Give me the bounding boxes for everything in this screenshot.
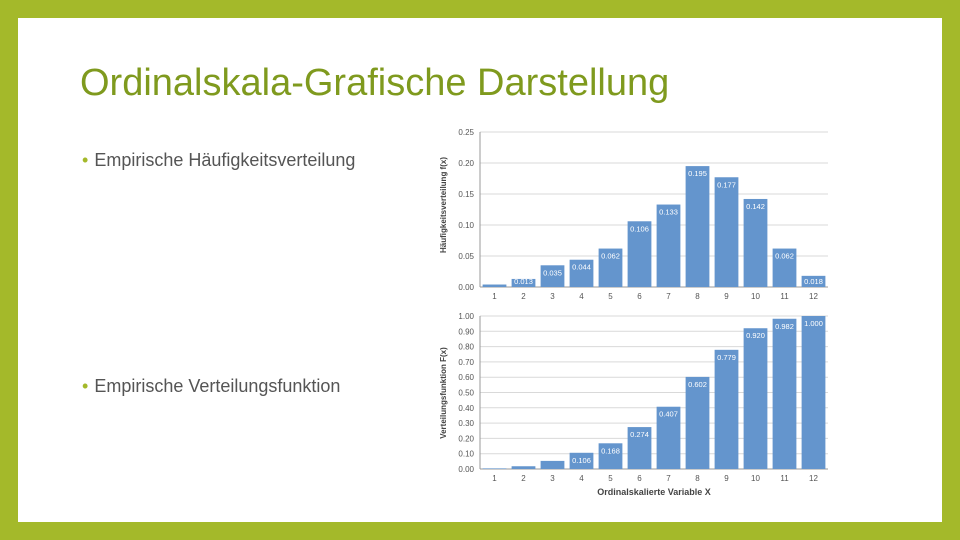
x-tick-label: 5 bbox=[608, 474, 613, 483]
bar bbox=[772, 248, 797, 287]
bar bbox=[685, 166, 710, 287]
bar bbox=[598, 443, 623, 469]
x-tick-label: 10 bbox=[751, 292, 760, 301]
data-label: 0.018 bbox=[804, 277, 823, 286]
data-label: 0.982 bbox=[775, 322, 794, 331]
bar bbox=[482, 468, 507, 469]
x-tick-label: 6 bbox=[637, 474, 642, 483]
data-label: 0.044 bbox=[572, 263, 591, 272]
x-tick-label: 3 bbox=[550, 474, 555, 483]
x-tick-label: 12 bbox=[809, 292, 818, 301]
bar bbox=[714, 177, 739, 287]
bar bbox=[540, 265, 565, 287]
bar bbox=[569, 259, 594, 287]
x-tick-label: 8 bbox=[695, 474, 700, 483]
bar bbox=[656, 204, 681, 287]
bullet-distribution-text: Empirische Verteilungsfunktion bbox=[94, 376, 341, 396]
slide-title: Ordinalskala-Grafische Darstellung bbox=[80, 62, 670, 104]
y-tick-label: 0.30 bbox=[458, 419, 474, 428]
x-tick-label: 6 bbox=[637, 292, 642, 301]
x-tick-label: 1 bbox=[492, 474, 497, 483]
x-tick-label: 2 bbox=[521, 292, 526, 301]
bar bbox=[801, 275, 826, 287]
y-tick-label: 0.20 bbox=[458, 159, 474, 168]
bar bbox=[627, 427, 652, 469]
data-label: 0.195 bbox=[688, 169, 707, 178]
bar bbox=[569, 452, 594, 469]
data-label: 0.062 bbox=[601, 252, 620, 261]
x-tick-label: 4 bbox=[579, 292, 584, 301]
bullet-frequency: • Empirische Häufigkeitsverteilung bbox=[82, 150, 355, 171]
y-tick-label: 0.50 bbox=[458, 389, 474, 398]
y-axis-label: Häufigkeitsverteilung f(x) bbox=[439, 157, 448, 253]
x-axis-label: Ordinalskalierte Variable X bbox=[597, 487, 711, 497]
x-tick-label: 9 bbox=[724, 292, 729, 301]
bar bbox=[685, 376, 710, 469]
y-tick-label: 1.00 bbox=[458, 312, 474, 321]
bullet-dot-icon: • bbox=[82, 150, 89, 170]
data-label: 0.106 bbox=[572, 456, 591, 465]
y-tick-label: 0.00 bbox=[458, 283, 474, 292]
x-tick-label: 9 bbox=[724, 474, 729, 483]
y-tick-label: 0.70 bbox=[458, 358, 474, 367]
y-tick-label: 0.40 bbox=[458, 404, 474, 413]
y-tick-label: 0.20 bbox=[458, 434, 474, 443]
x-tick-label: 8 bbox=[695, 292, 700, 301]
x-tick-label: 7 bbox=[666, 292, 671, 301]
x-tick-label: 2 bbox=[521, 474, 526, 483]
bar bbox=[540, 460, 565, 469]
y-tick-label: 0.15 bbox=[458, 190, 474, 199]
data-label: 0.177 bbox=[717, 180, 736, 189]
data-label: 0.168 bbox=[601, 446, 620, 455]
bullet-distribution: • Empirische Verteilungsfunktion bbox=[82, 376, 340, 397]
data-label: 0.779 bbox=[717, 353, 736, 362]
x-tick-label: 10 bbox=[751, 474, 760, 483]
x-tick-label: 1 bbox=[492, 292, 497, 301]
data-label: 0.602 bbox=[688, 380, 707, 389]
y-tick-label: 0.10 bbox=[458, 450, 474, 459]
x-tick-label: 11 bbox=[780, 292, 789, 301]
bar bbox=[511, 466, 536, 469]
bar bbox=[714, 349, 739, 469]
x-tick-label: 5 bbox=[608, 292, 613, 301]
x-tick-label: 7 bbox=[666, 474, 671, 483]
y-tick-label: 0.90 bbox=[458, 327, 474, 336]
x-tick-label: 3 bbox=[550, 292, 555, 301]
bullet-frequency-text: Empirische Häufigkeitsverteilung bbox=[94, 150, 356, 170]
x-tick-label: 12 bbox=[809, 474, 818, 483]
y-tick-label: 0.25 bbox=[458, 128, 474, 137]
bullet-dot-icon: • bbox=[82, 376, 89, 396]
data-label: 0.274 bbox=[630, 430, 649, 439]
data-label: 0.920 bbox=[746, 331, 765, 340]
y-tick-label: 0.00 bbox=[458, 465, 474, 474]
bar bbox=[743, 198, 768, 287]
data-label: 1.000 bbox=[804, 319, 823, 328]
data-label: 0.035 bbox=[543, 268, 562, 277]
data-label: 0.013 bbox=[514, 277, 533, 286]
bar bbox=[801, 316, 826, 469]
bar bbox=[627, 221, 652, 287]
y-tick-label: 0.80 bbox=[458, 343, 474, 352]
x-tick-label: 11 bbox=[780, 474, 789, 483]
y-tick-label: 0.05 bbox=[458, 252, 474, 261]
bar bbox=[772, 318, 797, 469]
data-label: 0.062 bbox=[775, 252, 794, 261]
bar bbox=[482, 284, 507, 287]
bar bbox=[743, 328, 768, 469]
y-axis-label: Verteilungsfunktion F(x) bbox=[439, 347, 448, 439]
bar bbox=[656, 406, 681, 469]
data-label: 0.142 bbox=[746, 202, 765, 211]
x-tick-label: 4 bbox=[579, 474, 584, 483]
data-label: 0.133 bbox=[659, 208, 678, 217]
bar bbox=[511, 278, 536, 287]
bar bbox=[598, 248, 623, 287]
data-label: 0.106 bbox=[630, 224, 649, 233]
y-tick-label: 0.10 bbox=[458, 221, 474, 230]
y-tick-label: 0.60 bbox=[458, 373, 474, 382]
data-label: 0.407 bbox=[659, 410, 678, 419]
